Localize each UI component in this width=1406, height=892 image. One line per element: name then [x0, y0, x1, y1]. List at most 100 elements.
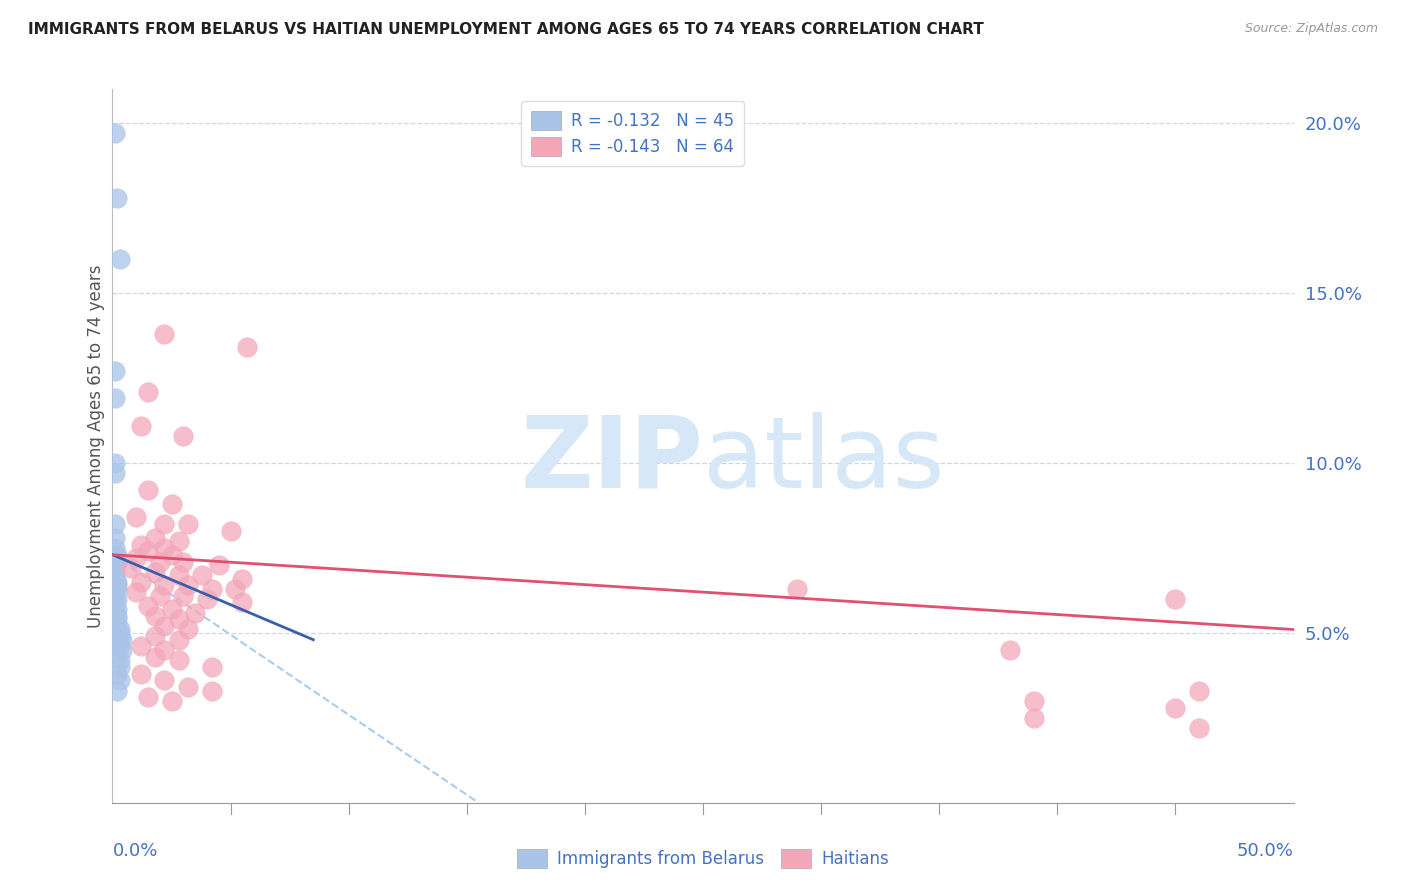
Point — [160, 694, 183, 708]
Point — [1188, 683, 1211, 698]
Point — [201, 660, 224, 674]
Point — [167, 653, 190, 667]
Point — [160, 602, 183, 616]
Point — [153, 619, 176, 633]
Point — [129, 574, 152, 589]
Point — [111, 643, 134, 657]
Point — [104, 595, 127, 609]
Text: IMMIGRANTS FROM BELARUS VS HAITIAN UNEMPLOYMENT AMONG AGES 65 TO 74 YEARS CORREL: IMMIGRANTS FROM BELARUS VS HAITIAN UNEMP… — [28, 22, 984, 37]
Point — [105, 578, 128, 592]
Point — [153, 326, 176, 341]
Point — [201, 683, 224, 698]
Point — [105, 574, 128, 589]
Point — [1164, 700, 1187, 714]
Point — [160, 497, 183, 511]
Point — [167, 534, 190, 549]
Point — [153, 541, 176, 555]
Point — [125, 551, 148, 566]
Point — [167, 568, 190, 582]
Point — [108, 673, 131, 688]
Point — [108, 252, 131, 266]
Point — [104, 392, 127, 406]
Point — [1164, 591, 1187, 606]
Point — [1022, 711, 1045, 725]
Point — [231, 572, 253, 586]
Legend: R = -0.132   N = 45, R = -0.143   N = 64: R = -0.132 N = 45, R = -0.143 N = 64 — [520, 101, 744, 166]
Point — [236, 341, 259, 355]
Point — [177, 578, 200, 592]
Point — [998, 643, 1021, 657]
Y-axis label: Unemployment Among Ages 65 to 74 years: Unemployment Among Ages 65 to 74 years — [87, 264, 105, 628]
Point — [153, 643, 176, 657]
Point — [108, 653, 131, 667]
Point — [105, 191, 128, 205]
Point — [104, 456, 127, 470]
Text: atlas: atlas — [703, 412, 945, 508]
Point — [129, 640, 152, 654]
Point — [104, 558, 127, 572]
Point — [105, 602, 128, 616]
Point — [195, 591, 218, 606]
Point — [149, 589, 172, 603]
Point — [104, 541, 127, 555]
Point — [105, 548, 128, 562]
Point — [104, 517, 127, 532]
Point — [143, 629, 166, 643]
Text: Source: ZipAtlas.com: Source: ZipAtlas.com — [1244, 22, 1378, 36]
Point — [136, 384, 159, 399]
Point — [160, 548, 183, 562]
Point — [104, 127, 127, 141]
Point — [105, 608, 128, 623]
Point — [111, 632, 134, 647]
Point — [191, 568, 214, 582]
Point — [143, 531, 166, 545]
Point — [105, 636, 128, 650]
Point — [1022, 694, 1045, 708]
Point — [125, 585, 148, 599]
Point — [105, 683, 128, 698]
Point — [129, 666, 152, 681]
Point — [105, 619, 128, 633]
Point — [136, 690, 159, 705]
Text: 0.0%: 0.0% — [112, 842, 157, 860]
Point — [231, 595, 253, 609]
Point — [104, 585, 127, 599]
Point — [108, 623, 131, 637]
Point — [104, 561, 127, 575]
Point — [136, 599, 159, 613]
Point — [786, 582, 808, 596]
Point — [153, 517, 176, 532]
Point — [108, 640, 131, 654]
Point — [104, 599, 127, 613]
Point — [125, 510, 148, 524]
Point — [129, 418, 152, 433]
Point — [108, 626, 131, 640]
Point — [104, 364, 127, 378]
Point — [143, 565, 166, 579]
Point — [105, 555, 128, 569]
Point — [143, 608, 166, 623]
Text: 50.0%: 50.0% — [1237, 842, 1294, 860]
Point — [208, 558, 231, 572]
Point — [104, 531, 127, 545]
Point — [184, 606, 207, 620]
Point — [136, 544, 159, 558]
Point — [153, 673, 176, 688]
Point — [129, 537, 152, 551]
Point — [105, 649, 128, 664]
Point — [153, 578, 176, 592]
Text: ZIP: ZIP — [520, 412, 703, 508]
Point — [177, 680, 200, 694]
Point — [105, 551, 128, 566]
Point — [219, 524, 242, 538]
Point — [167, 612, 190, 626]
Point — [104, 615, 127, 630]
Point — [143, 649, 166, 664]
Point — [172, 555, 194, 569]
Point — [120, 561, 142, 575]
Point — [136, 483, 159, 498]
Point — [105, 582, 128, 596]
Point — [167, 632, 190, 647]
Legend: Immigrants from Belarus, Haitians: Immigrants from Belarus, Haitians — [510, 842, 896, 875]
Point — [108, 660, 131, 674]
